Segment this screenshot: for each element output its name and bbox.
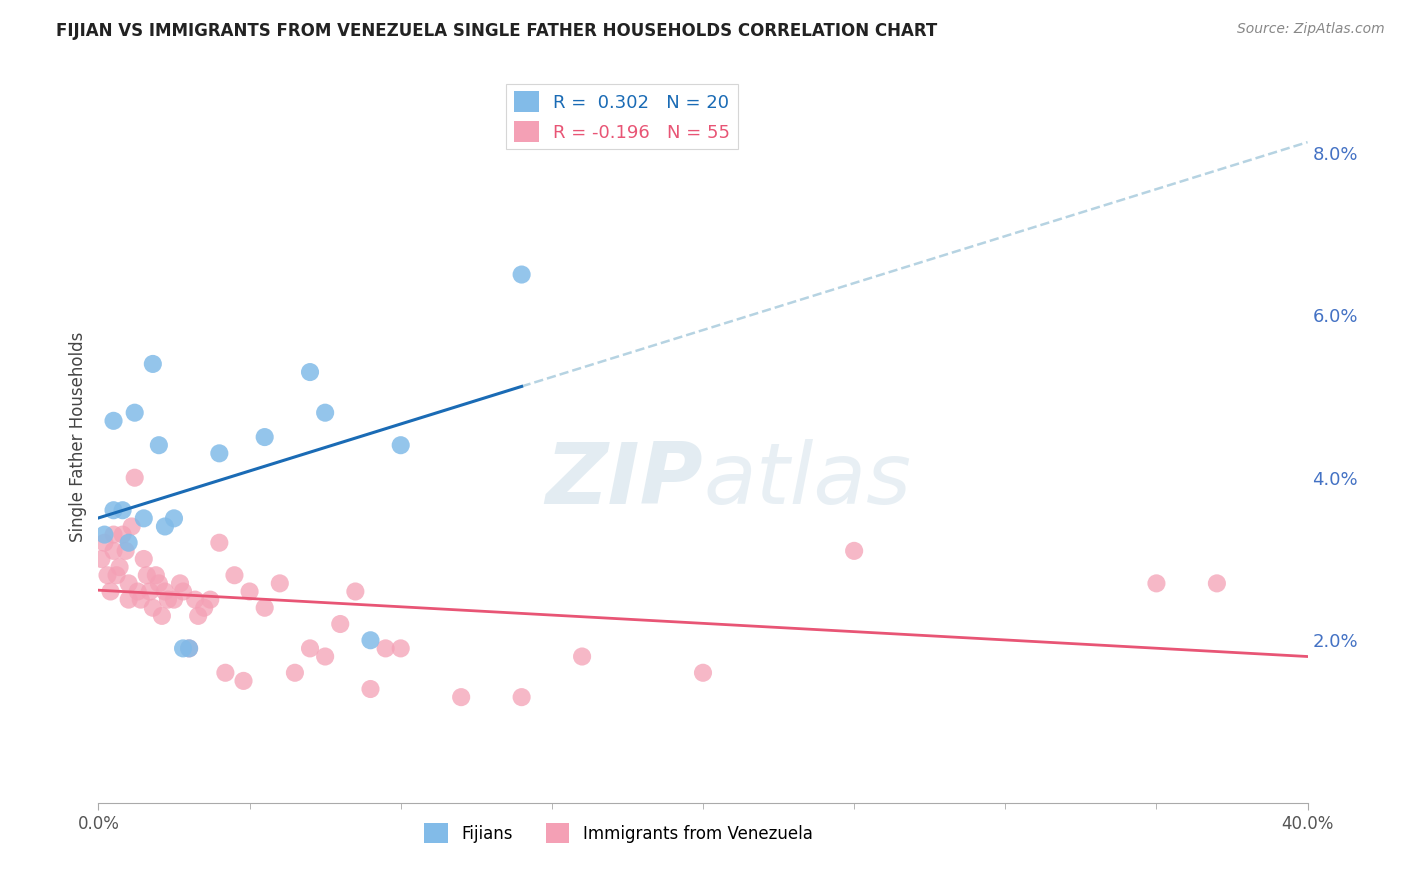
Point [139,584,162,599]
Point [135,568,157,582]
Y-axis label: Single Father Households: Single Father Households [69,332,87,542]
Point [103,503,125,517]
Point [105,568,128,582]
Point [284,665,307,680]
Point [187,608,209,623]
Point [360,633,382,648]
Point [208,446,231,460]
Point [1206,576,1229,591]
Point [153,584,176,599]
Text: FIJIAN VS IMMIGRANTS FROM VENEZUELA SINGLE FATHER HOUSEHOLDS CORRELATION CHART: FIJIAN VS IMMIGRANTS FROM VENEZUELA SING… [56,22,938,40]
Point [184,592,207,607]
Point [100,584,122,599]
Point [132,511,155,525]
Point [114,544,136,558]
Point [169,576,191,591]
Point [214,665,236,680]
Point [172,584,194,599]
Point [374,641,396,656]
Point [132,552,155,566]
Point [93,527,115,541]
Point [142,357,165,371]
Point [108,560,131,574]
Point [121,519,143,533]
Point [224,568,246,582]
Point [571,649,593,664]
Point [124,406,146,420]
Point [844,544,866,558]
Point [389,438,412,452]
Point [93,535,115,549]
Point [163,592,186,607]
Point [90,552,112,566]
Point [208,535,231,549]
Point [692,665,714,680]
Point [510,268,533,282]
Point [450,690,472,705]
Point [124,471,146,485]
Point [103,414,125,428]
Point [111,503,134,517]
Point [153,519,176,533]
Point [253,430,276,444]
Point [163,511,186,525]
Point [329,617,352,632]
Text: Source: ZipAtlas.com: Source: ZipAtlas.com [1237,22,1385,37]
Point [145,568,167,582]
Point [314,649,336,664]
Point [239,584,262,599]
Point [127,584,149,599]
Point [299,641,322,656]
Point [510,690,533,705]
Point [232,673,254,688]
Point [118,592,141,607]
Point [200,592,222,607]
Point [103,527,125,541]
Point [103,544,125,558]
Point [111,527,134,541]
Point [156,592,179,607]
Point [129,592,152,607]
Text: ZIP: ZIP [546,440,703,523]
Point [193,600,215,615]
Point [118,576,141,591]
Point [142,600,165,615]
Point [179,641,201,656]
Text: atlas: atlas [703,440,911,523]
Point [1144,576,1167,591]
Point [148,576,170,591]
Point [314,406,336,420]
Point [344,584,367,599]
Point [96,568,118,582]
Point [150,608,173,623]
Point [299,365,322,379]
Point [118,535,141,549]
Legend: Fijians, Immigrants from Venezuela: Fijians, Immigrants from Venezuela [418,817,820,849]
Point [389,641,412,656]
Point [148,438,170,452]
Point [360,681,382,696]
Point [269,576,291,591]
Point [253,600,276,615]
Point [172,641,194,656]
Point [179,641,201,656]
